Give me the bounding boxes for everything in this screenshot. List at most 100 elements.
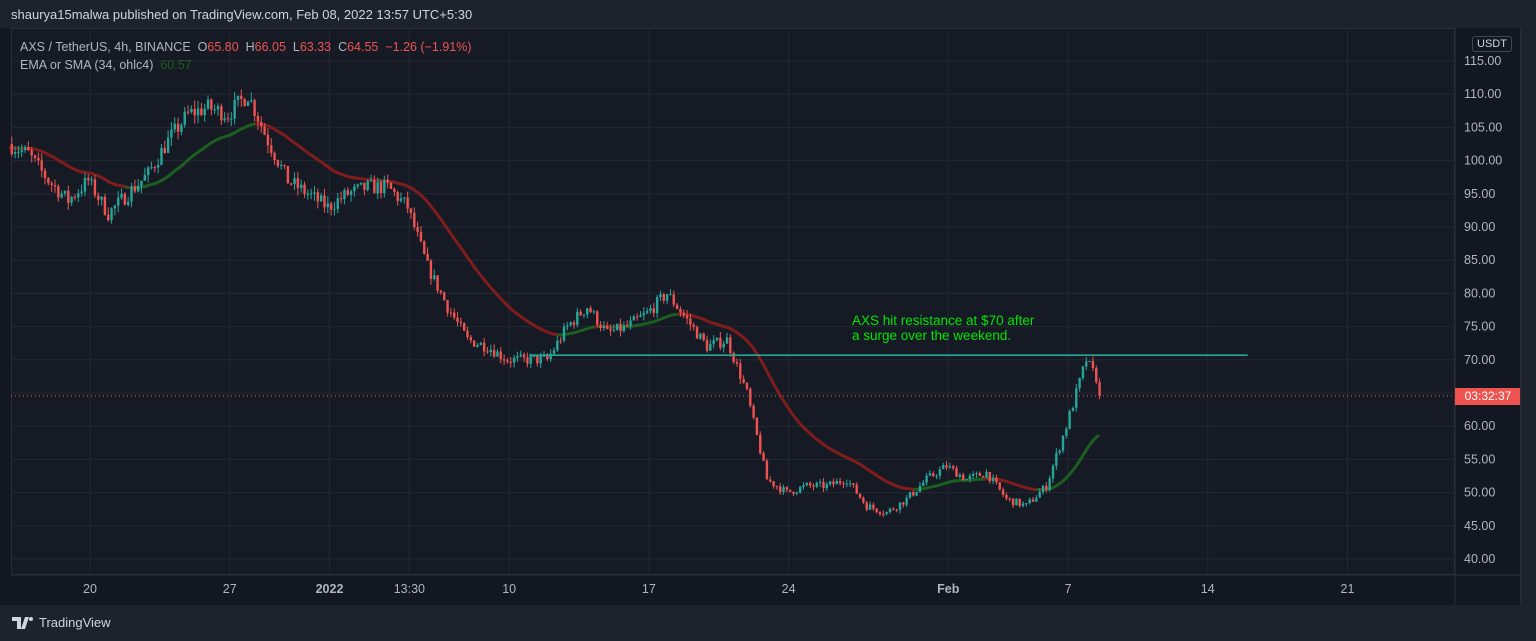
candle-body	[649, 308, 652, 312]
candle-body	[795, 492, 799, 494]
candle-body	[552, 350, 556, 354]
candle-body	[409, 208, 413, 213]
candle-body	[359, 182, 363, 185]
candle-body	[692, 324, 695, 328]
candle-body	[995, 477, 998, 483]
candle-body	[399, 198, 403, 201]
time-tick-label: 10	[502, 582, 516, 596]
candle-body	[190, 108, 193, 112]
candle-body	[110, 208, 113, 221]
candle-body	[775, 486, 779, 488]
candle-body	[932, 473, 935, 476]
price-tick-label: 115.00	[1464, 54, 1501, 68]
candle-body	[938, 469, 942, 476]
candle-body	[379, 182, 383, 194]
candle-body	[822, 481, 825, 489]
candle-body	[792, 491, 795, 494]
candle-body	[902, 502, 905, 505]
candle-body	[825, 484, 828, 489]
candle-body	[1038, 492, 1041, 498]
candle-body	[532, 355, 536, 357]
candle-body	[745, 382, 749, 389]
candle-body	[183, 111, 186, 125]
candle-body	[772, 481, 775, 487]
candle-body	[10, 144, 13, 155]
time-tick-label: 20	[83, 582, 97, 596]
symbol-name[interactable]: AXS / TetherUS, 4h, BINANCE	[20, 40, 191, 54]
candle-body	[363, 182, 366, 190]
candle-body	[180, 124, 183, 132]
time-tick-label: Feb	[937, 582, 960, 596]
low-label: L	[292, 40, 300, 54]
candle-body	[665, 294, 669, 301]
candle-body	[1025, 503, 1028, 505]
candle-body	[73, 196, 77, 198]
candle-body	[682, 312, 685, 316]
candle-body	[1001, 489, 1005, 496]
candle-body	[769, 479, 772, 482]
candle-body	[270, 145, 273, 153]
symbol-legend: AXS / TetherUS, 4h, BINANCE O65.80 H66.0…	[20, 38, 472, 56]
candle-body	[499, 351, 502, 360]
candle-body	[469, 337, 473, 341]
candle-body	[576, 311, 579, 325]
candle-body	[1005, 495, 1008, 499]
candle-body	[40, 160, 43, 171]
candle-body	[705, 340, 709, 351]
candle-body	[759, 434, 762, 454]
candle-body	[37, 157, 40, 161]
candle-body	[459, 321, 463, 324]
candle-body	[945, 465, 948, 468]
candle-body	[87, 177, 90, 181]
candle-body	[516, 356, 519, 358]
candle-body	[789, 489, 792, 492]
chart-pane[interactable]	[11, 28, 1455, 575]
candle-body	[466, 330, 469, 338]
candle-body	[296, 178, 300, 189]
candle-body	[755, 417, 759, 435]
candle-body	[559, 340, 562, 342]
candle-body	[429, 260, 433, 279]
candle-body	[343, 190, 346, 200]
candle-body	[1071, 407, 1075, 412]
candle-body	[546, 355, 549, 360]
price-tick-label: 110.00	[1464, 87, 1501, 101]
candle-body	[283, 164, 286, 166]
candle-body	[176, 123, 180, 132]
candle-body	[1055, 452, 1058, 466]
candle-body	[446, 300, 449, 313]
chart-annotation[interactable]: AXS hit resistance at $70 after a surge …	[852, 313, 1034, 343]
candle-body	[606, 325, 609, 329]
indicator-name[interactable]: EMA or SMA (34, ohlc4)	[20, 58, 154, 72]
candle-body	[749, 388, 752, 406]
candle-body	[1021, 503, 1025, 506]
candle-body	[562, 326, 566, 341]
low-value: 63.33	[299, 40, 332, 54]
tradingview-logo[interactable]: TradingView	[12, 615, 111, 630]
candle-body	[522, 354, 526, 358]
candle-body	[1035, 497, 1038, 502]
currency-unit-button[interactable]: USDT	[1472, 36, 1512, 52]
candle-body	[1078, 378, 1081, 389]
candle-body	[659, 294, 662, 298]
candle-body	[93, 179, 97, 196]
candle-body	[1061, 435, 1065, 451]
candle-body	[948, 466, 952, 468]
candle-body	[120, 194, 123, 198]
candle-body	[230, 118, 233, 120]
publisher-info: shaurya15malwa published on TradingView.…	[11, 7, 473, 22]
tradingview-logo-icon	[12, 616, 33, 629]
candle-body	[462, 323, 466, 331]
candle-body	[33, 155, 37, 158]
candle-body	[160, 148, 163, 165]
candle-body	[17, 151, 20, 153]
candle-body	[286, 165, 290, 184]
candle-body	[140, 180, 143, 186]
candle-body	[250, 100, 253, 102]
candle-body	[323, 195, 326, 208]
candle-body	[472, 340, 476, 347]
candle-body	[752, 405, 755, 418]
candle-body	[396, 192, 399, 201]
candle-body	[416, 226, 419, 232]
candle-body	[998, 482, 1001, 490]
